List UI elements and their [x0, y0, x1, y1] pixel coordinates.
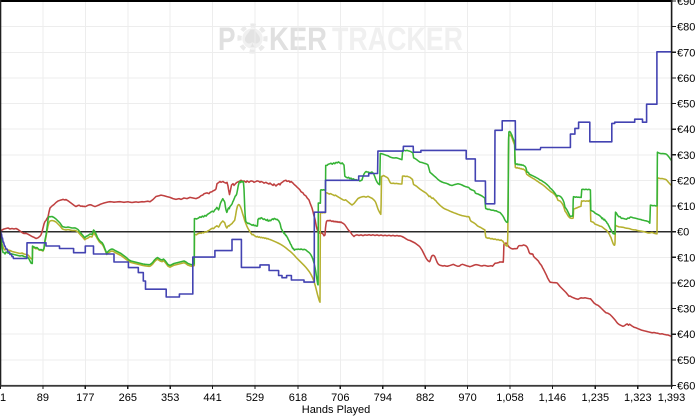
svg-text:€70: €70	[677, 47, 695, 59]
svg-text:1: 1	[0, 392, 6, 404]
svg-text:1,393: 1,393	[658, 392, 686, 404]
svg-text:€50: €50	[677, 355, 695, 367]
svg-text:1,323: 1,323	[624, 392, 652, 404]
svg-text:€30: €30	[677, 150, 695, 162]
svg-text:529: 529	[246, 392, 264, 404]
svg-text:€40: €40	[677, 124, 695, 136]
svg-text:Hands Played: Hands Played	[302, 404, 371, 416]
svg-text:970: 970	[458, 392, 476, 404]
svg-text:353: 353	[161, 392, 179, 404]
svg-text:265: 265	[119, 392, 137, 404]
svg-text:€20: €20	[677, 175, 695, 187]
svg-text:€90: €90	[677, 0, 695, 8]
svg-text:794: 794	[374, 392, 392, 404]
svg-text:1,058: 1,058	[496, 392, 524, 404]
svg-text:1,146: 1,146	[539, 392, 567, 404]
svg-text:€20: €20	[677, 278, 695, 290]
svg-text:€50: €50	[677, 99, 695, 111]
svg-text:€60: €60	[677, 381, 695, 393]
svg-text:€30: €30	[677, 304, 695, 316]
svg-text:706: 706	[331, 392, 349, 404]
svg-text:€10: €10	[677, 201, 695, 213]
svg-text:€0: €0	[677, 227, 689, 239]
svg-text:€60: €60	[677, 73, 695, 85]
svg-text:P: P	[218, 21, 236, 57]
svg-text:882: 882	[416, 392, 434, 404]
svg-text:618: 618	[289, 392, 307, 404]
svg-text:1,235: 1,235	[582, 392, 610, 404]
svg-text:€40: €40	[677, 329, 695, 341]
svg-text:441: 441	[203, 392, 221, 404]
svg-text:177: 177	[76, 392, 94, 404]
svg-text:89: 89	[37, 392, 49, 404]
svg-text:€10: €10	[677, 252, 695, 264]
svg-text:€80: €80	[677, 22, 695, 34]
